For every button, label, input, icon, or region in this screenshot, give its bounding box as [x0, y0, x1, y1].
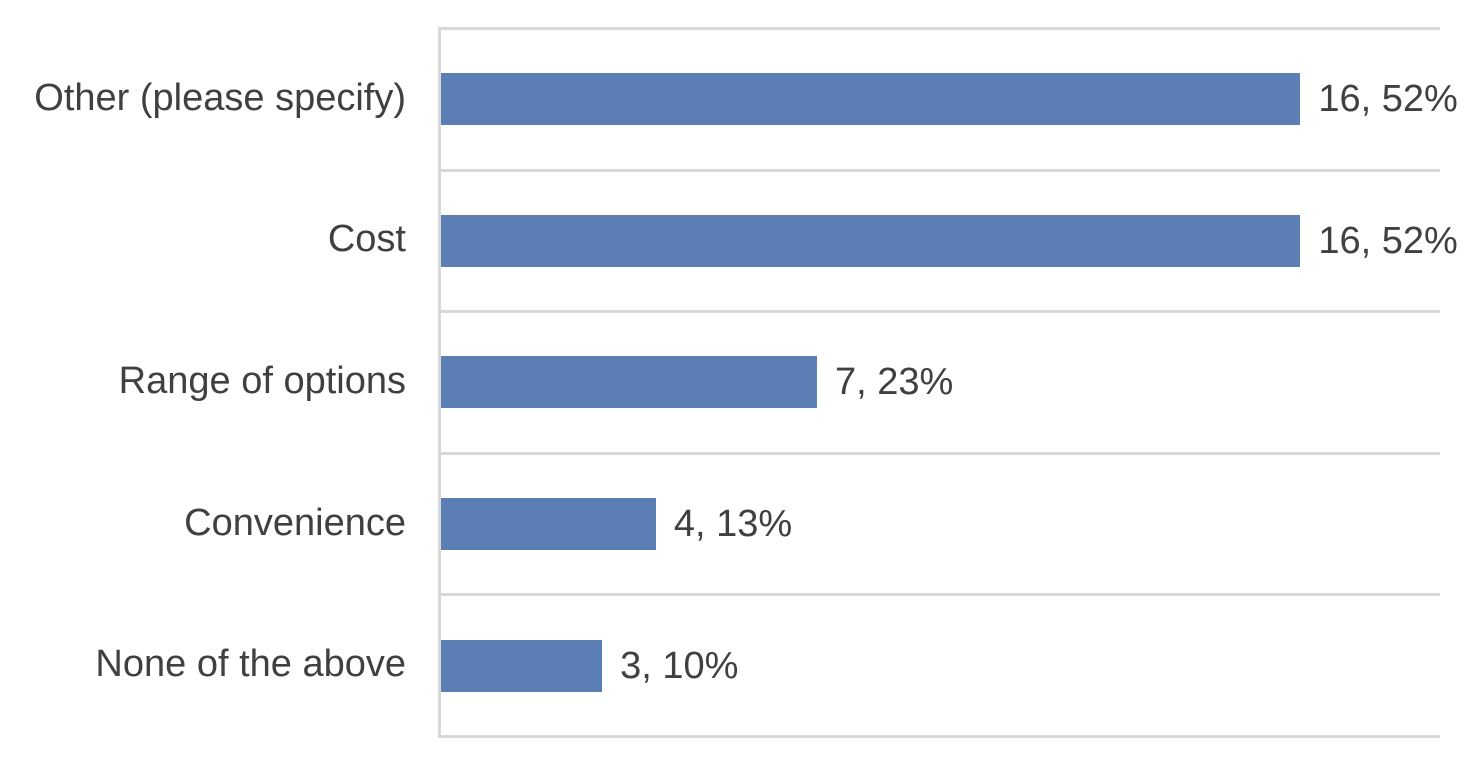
category-label: Cost [327, 218, 406, 261]
data-label: 16, 52% [1318, 219, 1458, 262]
data-label: 3, 10% [620, 644, 739, 687]
category-label: None of the above [95, 643, 406, 686]
data-label: 4, 13% [673, 503, 793, 546]
plot-area: 16, 52% 16, 52% 7, 23% 4, 13% 3, 10% [438, 27, 1458, 738]
chart-row: 7, 23% [441, 313, 1440, 455]
category-axis-labels: Other (please specify) Cost Range of optio… [0, 27, 406, 735]
category-label: Range of options [118, 359, 406, 402]
data-label: 7, 23% [834, 361, 954, 404]
chart-row: 16, 52% [441, 30, 1458, 172]
bar [441, 498, 656, 551]
bar [441, 639, 603, 692]
category-label: Convenience [184, 501, 406, 544]
category-label: Other (please specify) [34, 76, 406, 119]
bar [441, 73, 1301, 126]
chart-row: 16, 52% [441, 172, 1458, 314]
data-label: 16, 52% [1318, 78, 1458, 121]
bar [441, 214, 1301, 267]
bar [441, 356, 817, 409]
chart-row: 4, 13% [441, 455, 1440, 597]
chart-row: 3, 10% [441, 596, 1440, 738]
